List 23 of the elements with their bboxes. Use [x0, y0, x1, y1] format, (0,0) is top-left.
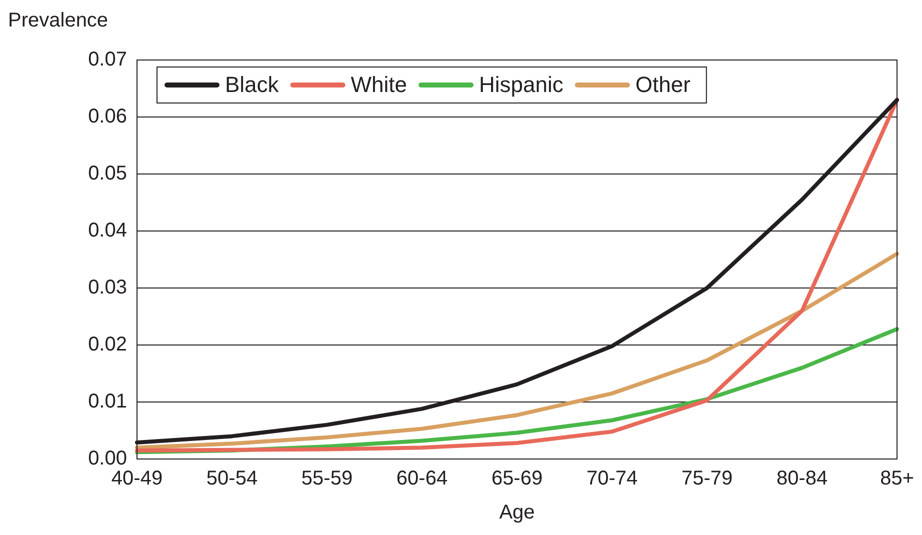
y-tick-label: 0.02 — [88, 334, 127, 356]
y-tick-label: 0.07 — [88, 48, 127, 71]
x-tick-label: 40-49 — [111, 468, 163, 490]
y-tick-label: 0.05 — [88, 162, 127, 185]
legend-label: Black — [225, 72, 280, 98]
legend-label: Hispanic — [479, 72, 564, 98]
x-tick-label: 75-79 — [681, 468, 733, 490]
x-axis-title: Age — [499, 502, 535, 524]
y-tick-label: 0.06 — [88, 106, 127, 128]
x-tick-label: 70-74 — [586, 468, 638, 490]
x-tick-label: 65-69 — [491, 468, 543, 490]
x-tick-label: 55-59 — [301, 468, 353, 490]
y-tick-label: 0.03 — [88, 276, 127, 299]
legend-label: White — [350, 72, 408, 98]
x-tick-label: 80-84 — [776, 468, 828, 490]
x-tick-label: 85+ — [880, 468, 914, 490]
y-tick-label: 0.00 — [88, 448, 127, 470]
x-tick-label: 60-64 — [396, 468, 448, 490]
x-tick-label: 50-54 — [206, 468, 258, 490]
y-tick-label: 0.01 — [88, 390, 127, 413]
y-tick-label: 0.04 — [88, 220, 127, 242]
y-axis-title: Prevalence — [8, 10, 108, 32]
legend-label: Other — [635, 72, 690, 98]
